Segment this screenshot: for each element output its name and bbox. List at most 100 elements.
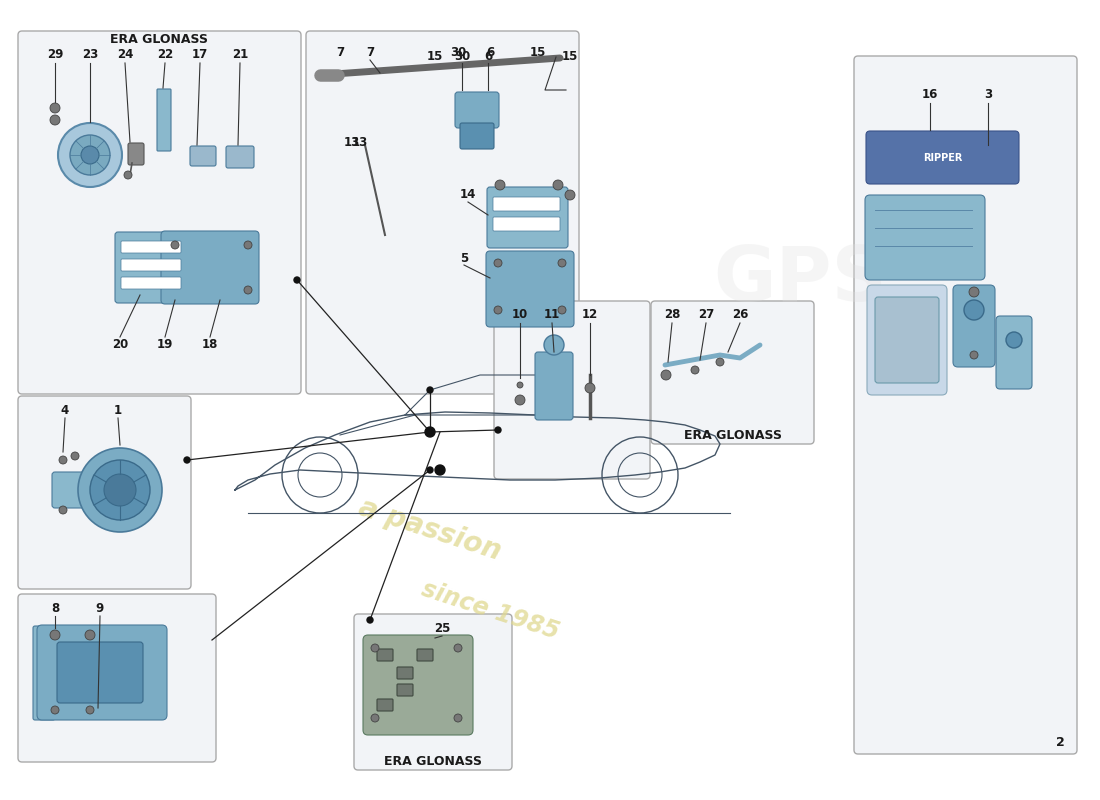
Text: ERA GLONASS: ERA GLONASS bbox=[384, 755, 482, 768]
FancyBboxPatch shape bbox=[57, 642, 143, 703]
FancyBboxPatch shape bbox=[397, 684, 412, 696]
FancyBboxPatch shape bbox=[354, 614, 512, 770]
FancyBboxPatch shape bbox=[651, 301, 814, 444]
FancyBboxPatch shape bbox=[161, 231, 258, 304]
Text: 24: 24 bbox=[117, 49, 133, 62]
Text: 20: 20 bbox=[112, 338, 128, 351]
Text: 15: 15 bbox=[427, 50, 443, 63]
Circle shape bbox=[294, 277, 300, 283]
Circle shape bbox=[81, 146, 99, 164]
Circle shape bbox=[585, 383, 595, 393]
Circle shape bbox=[184, 457, 190, 463]
Text: 28: 28 bbox=[663, 309, 680, 322]
Circle shape bbox=[553, 180, 563, 190]
Circle shape bbox=[85, 630, 95, 640]
Text: 12: 12 bbox=[582, 309, 598, 322]
FancyBboxPatch shape bbox=[18, 396, 191, 589]
Circle shape bbox=[969, 287, 979, 297]
FancyBboxPatch shape bbox=[128, 143, 144, 165]
FancyBboxPatch shape bbox=[37, 625, 167, 720]
Circle shape bbox=[434, 465, 446, 475]
Circle shape bbox=[970, 351, 978, 359]
Circle shape bbox=[50, 103, 60, 113]
Text: 29: 29 bbox=[47, 49, 63, 62]
FancyBboxPatch shape bbox=[121, 241, 182, 253]
Text: 25: 25 bbox=[433, 622, 450, 634]
FancyBboxPatch shape bbox=[493, 197, 560, 211]
FancyBboxPatch shape bbox=[18, 594, 216, 762]
FancyBboxPatch shape bbox=[121, 259, 182, 271]
Text: 15: 15 bbox=[562, 50, 579, 63]
FancyBboxPatch shape bbox=[866, 131, 1019, 184]
Text: 30: 30 bbox=[454, 50, 470, 63]
FancyBboxPatch shape bbox=[397, 667, 412, 679]
Circle shape bbox=[691, 366, 698, 374]
Text: 18: 18 bbox=[201, 338, 218, 351]
FancyBboxPatch shape bbox=[494, 301, 650, 479]
FancyBboxPatch shape bbox=[455, 92, 499, 128]
Text: ERA GLONASS: ERA GLONASS bbox=[110, 33, 209, 46]
Text: 15: 15 bbox=[530, 46, 547, 59]
Text: a passion: a passion bbox=[355, 494, 505, 566]
Circle shape bbox=[50, 630, 60, 640]
Circle shape bbox=[494, 259, 502, 267]
Circle shape bbox=[244, 241, 252, 249]
Circle shape bbox=[661, 370, 671, 380]
Circle shape bbox=[58, 123, 122, 187]
Text: ERA GLONASS: ERA GLONASS bbox=[683, 429, 781, 442]
FancyBboxPatch shape bbox=[363, 635, 473, 735]
FancyBboxPatch shape bbox=[460, 123, 494, 149]
Circle shape bbox=[495, 427, 500, 433]
Circle shape bbox=[1006, 332, 1022, 348]
FancyBboxPatch shape bbox=[157, 89, 170, 151]
Circle shape bbox=[544, 335, 564, 355]
Text: 9: 9 bbox=[96, 602, 104, 614]
Text: 16: 16 bbox=[922, 89, 938, 102]
Text: 6: 6 bbox=[484, 50, 492, 63]
Circle shape bbox=[59, 456, 67, 464]
Circle shape bbox=[70, 135, 110, 175]
FancyBboxPatch shape bbox=[116, 232, 189, 303]
Circle shape bbox=[170, 241, 179, 249]
FancyBboxPatch shape bbox=[854, 56, 1077, 754]
FancyBboxPatch shape bbox=[953, 285, 996, 367]
Circle shape bbox=[78, 448, 162, 532]
Text: 27: 27 bbox=[697, 309, 714, 322]
FancyBboxPatch shape bbox=[33, 626, 55, 720]
Circle shape bbox=[90, 460, 150, 520]
Text: GPS: GPS bbox=[713, 243, 887, 317]
FancyBboxPatch shape bbox=[867, 285, 947, 395]
Circle shape bbox=[72, 452, 79, 460]
Circle shape bbox=[964, 300, 984, 320]
FancyBboxPatch shape bbox=[306, 31, 579, 394]
Circle shape bbox=[367, 617, 373, 623]
Circle shape bbox=[86, 706, 94, 714]
Text: 4: 4 bbox=[60, 403, 69, 417]
FancyBboxPatch shape bbox=[417, 649, 433, 661]
Circle shape bbox=[244, 286, 252, 294]
Text: 11: 11 bbox=[543, 309, 560, 322]
Text: 19: 19 bbox=[157, 338, 173, 351]
Text: 23: 23 bbox=[81, 49, 98, 62]
Circle shape bbox=[427, 467, 433, 473]
Text: 26: 26 bbox=[732, 309, 748, 322]
Text: 21: 21 bbox=[232, 49, 249, 62]
Circle shape bbox=[371, 644, 380, 652]
Text: since 1985: since 1985 bbox=[418, 577, 562, 643]
FancyBboxPatch shape bbox=[874, 297, 939, 383]
Circle shape bbox=[495, 180, 505, 190]
Circle shape bbox=[50, 115, 60, 125]
Text: 13: 13 bbox=[352, 135, 368, 149]
Circle shape bbox=[517, 382, 522, 388]
Circle shape bbox=[51, 706, 59, 714]
FancyBboxPatch shape bbox=[18, 31, 301, 394]
Text: 3: 3 bbox=[983, 89, 992, 102]
Text: 1: 1 bbox=[114, 403, 122, 417]
Circle shape bbox=[558, 259, 566, 267]
Text: 14: 14 bbox=[460, 189, 476, 202]
Circle shape bbox=[716, 358, 724, 366]
Circle shape bbox=[558, 306, 566, 314]
Circle shape bbox=[124, 171, 132, 179]
FancyBboxPatch shape bbox=[996, 316, 1032, 389]
FancyBboxPatch shape bbox=[190, 146, 216, 166]
